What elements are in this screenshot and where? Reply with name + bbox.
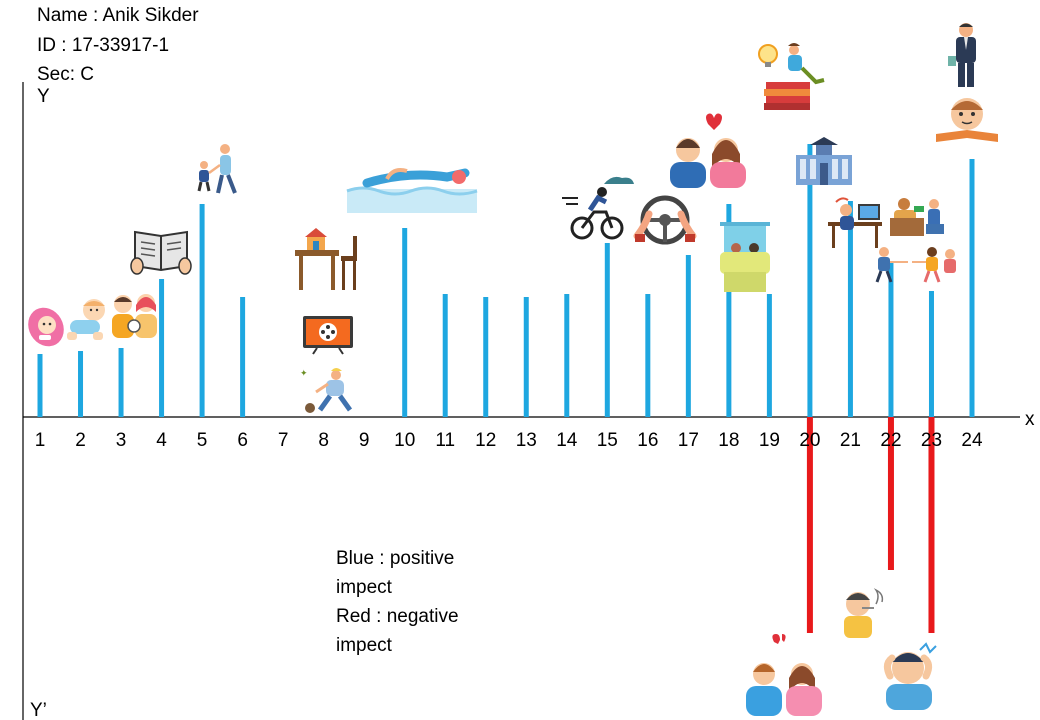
reading-boy-icon: [936, 98, 998, 142]
businessman-icon: [948, 23, 976, 87]
x-tick-label-6: 6: [237, 430, 248, 451]
baby-icon: [28, 307, 64, 347]
positive-bar-6: [240, 297, 246, 417]
x-tick-label-21: 21: [840, 430, 861, 451]
positive-bar-12: [483, 297, 489, 417]
reading-book-icon: [130, 230, 192, 275]
positive-bar-17: [685, 255, 691, 417]
crawling-baby-icon: [67, 299, 105, 340]
bars: [37, 144, 975, 633]
friends-walking-icon: [875, 247, 956, 283]
positive-bar-21: [847, 201, 853, 417]
positive-bar-15: [604, 243, 610, 417]
x-tick-label-20: 20: [799, 430, 820, 451]
studying-books-icon: [758, 43, 825, 110]
x-tick-label-11: 11: [435, 430, 455, 451]
positive-bar-20: [807, 144, 813, 417]
positive-bar-4: [159, 279, 165, 417]
student-name: Name : Anik Sikder: [37, 5, 199, 26]
x-tick-label-17: 17: [678, 430, 699, 451]
university-building-icon: [796, 137, 852, 185]
stressed-man-icon: [883, 642, 937, 710]
x-tick-label-18: 18: [718, 430, 739, 451]
positive-bar-5: [199, 204, 205, 417]
toy-house-icon: [295, 228, 357, 290]
x-tick-label-10: 10: [394, 430, 415, 451]
negative-bar-22: [887, 417, 894, 570]
positive-bar-2: [78, 351, 84, 417]
television-icon: [303, 316, 353, 355]
x-axis-label: x: [1025, 409, 1035, 430]
legend-positive-line2: impect: [336, 577, 392, 598]
negative-bar-23: [928, 417, 935, 633]
smoking-man-icon: [844, 588, 884, 638]
svg-text:✦: ✦: [300, 369, 308, 379]
tick-labels: 1 2 3 4 5 6 7 8 9 10 11 12 13 14 15 16 17 18 19 20 21 22 23 24: [35, 430, 983, 451]
x-tick-label-5: 5: [197, 430, 208, 451]
positive-bar-22: [888, 261, 894, 417]
swimming-icon: [346, 168, 478, 213]
positive-bar-18: [726, 204, 732, 417]
legend-negative-line2: impect: [336, 635, 392, 656]
student-section: Sec: C: [37, 64, 95, 85]
positive-bar-11: [442, 294, 448, 417]
positive-bar-19: [766, 294, 772, 417]
y-axis-negative-label: Y’: [30, 700, 47, 720]
shopping-icon: [890, 198, 944, 236]
y-axis-label: Y: [37, 86, 50, 107]
x-tick-label-19: 19: [759, 430, 780, 451]
parents-icon: [112, 294, 157, 338]
x-tick-label-15: 15: [597, 430, 618, 451]
positive-bar-14: [564, 294, 570, 417]
broken-heart-couple-icon: [746, 634, 822, 716]
x-tick-label-7: 7: [278, 430, 289, 451]
x-tick-label-9: 9: [359, 430, 370, 451]
icons: ✦: [28, 23, 998, 716]
positive-bar-1: [37, 354, 43, 417]
positive-bar-10: [402, 228, 408, 417]
legend-positive-line1: Blue : positive: [336, 548, 455, 569]
positive-bar-13: [523, 297, 529, 417]
x-tick-label-2: 2: [75, 430, 86, 451]
x-tick-label-3: 3: [116, 430, 127, 451]
cycling-icon: [562, 176, 634, 240]
x-tick-label-24: 24: [961, 430, 983, 451]
x-tick-label-14: 14: [556, 430, 578, 451]
legend-negative-line1: Red : negative: [336, 606, 459, 627]
positive-bar-3: [118, 348, 124, 417]
x-tick-label-16: 16: [637, 430, 658, 451]
x-tick-label-22: 22: [880, 430, 901, 451]
positive-bar-24: [969, 159, 975, 417]
x-tick-label-12: 12: [475, 430, 496, 451]
positive-bar-23: [928, 291, 934, 417]
student-id: ID : 17-33917-1: [37, 35, 170, 56]
travel-window-icon: [720, 222, 770, 292]
walking-with-parent-icon: [197, 144, 237, 194]
x-tick-label-8: 8: [318, 430, 329, 451]
playing-ball-icon: ✦: [300, 368, 353, 413]
office-work-icon: [828, 197, 882, 248]
steering-wheel-icon: [633, 195, 697, 245]
legend: Blue : positive impect Red : negative im…: [336, 544, 506, 660]
x-tick-label-13: 13: [516, 430, 537, 451]
couple-love-icon: [670, 113, 746, 188]
x-tick-label-23: 23: [921, 430, 942, 451]
negative-bar-20: [806, 417, 813, 633]
axes: Y Y’ x: [22, 82, 1035, 720]
positive-bar-16: [645, 294, 651, 417]
x-tick-label-4: 4: [156, 430, 167, 451]
x-tick-label-1: 1: [35, 430, 46, 451]
